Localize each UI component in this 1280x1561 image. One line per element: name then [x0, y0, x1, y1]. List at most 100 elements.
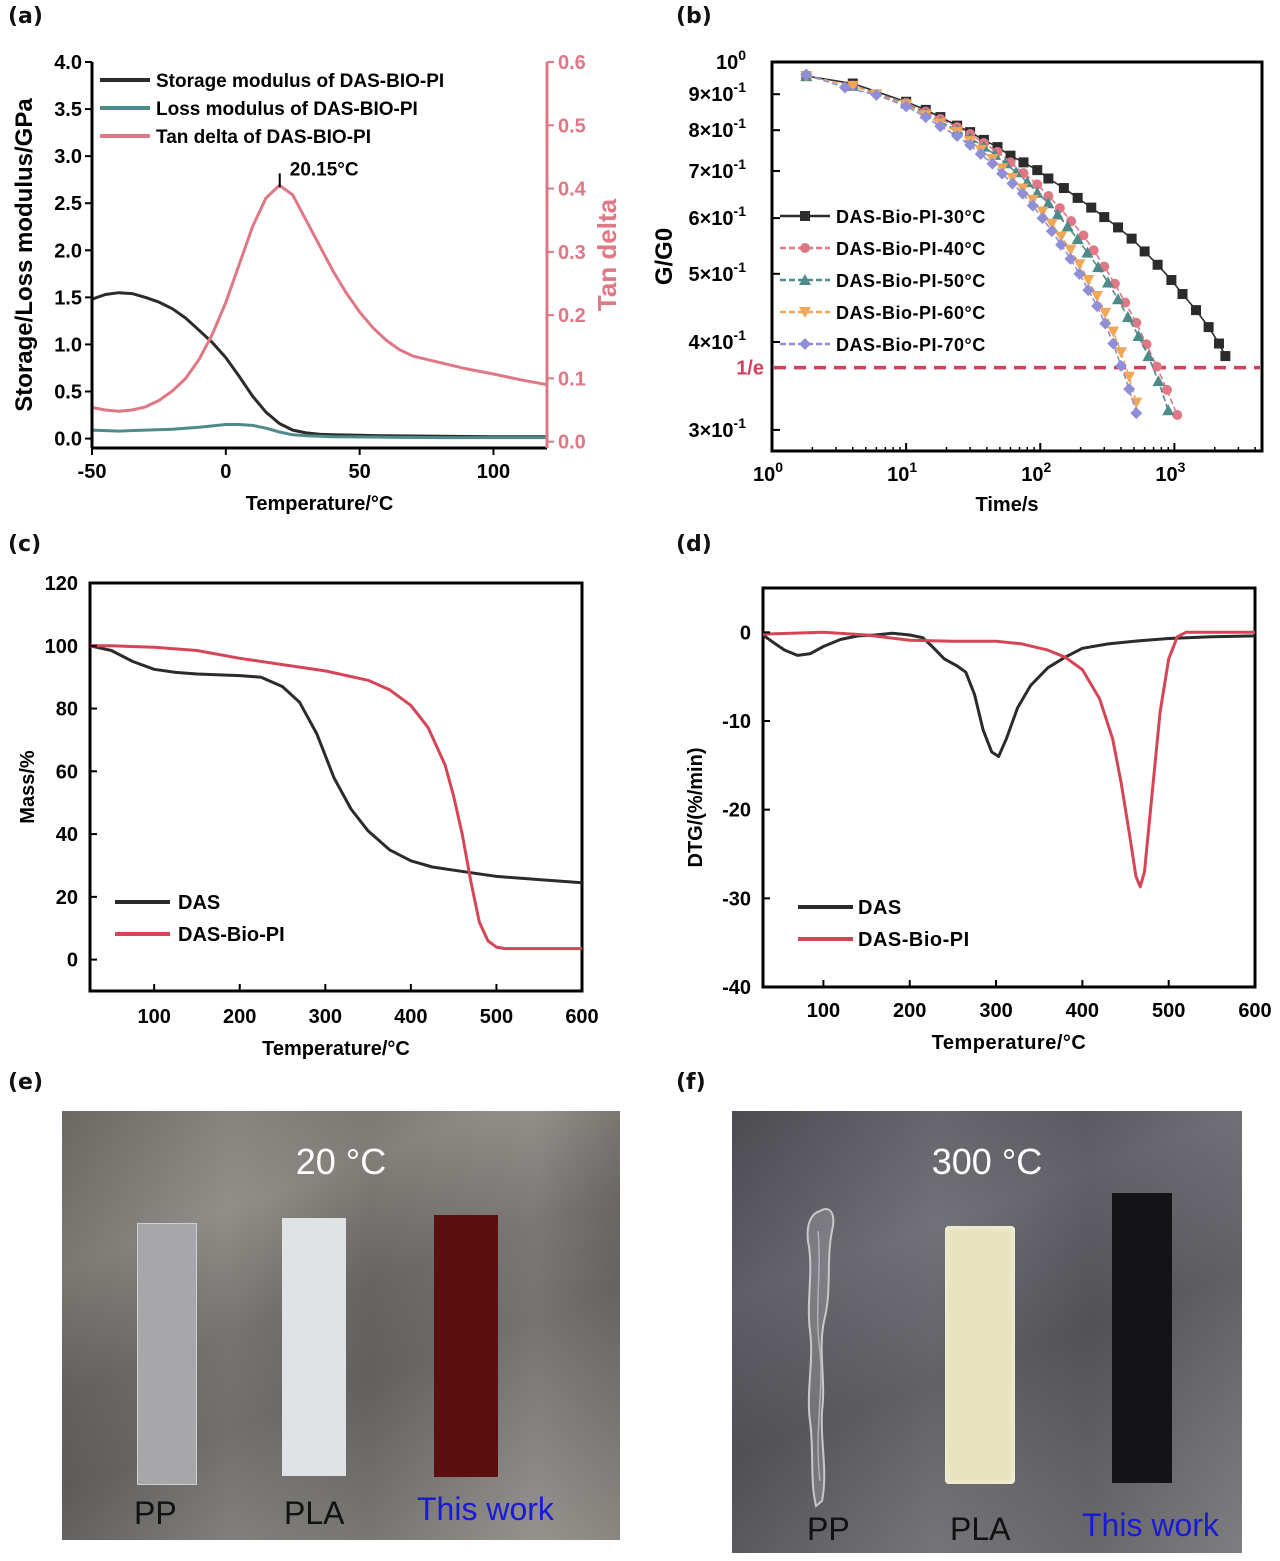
marker-diamond: [1055, 238, 1068, 251]
y2-tick-label: 0.1: [558, 368, 586, 390]
y2-tick-label: 0.3: [558, 242, 586, 264]
marker-diamond: [1123, 382, 1136, 395]
marker-diamond: [1107, 337, 1120, 350]
sample-strip-this-work: [434, 1215, 498, 1477]
marker-square: [1213, 338, 1224, 349]
sample-strip-this-work: [1112, 1193, 1172, 1483]
y2-axis-title: Tan delta: [592, 198, 622, 311]
marker-diamond: [870, 88, 883, 101]
y-tick-label: 9×10-1: [688, 79, 746, 106]
marker-triangle-down: [1091, 290, 1104, 302]
panel-label-b: (b): [676, 4, 712, 29]
sample-melted-pp: [806, 1208, 835, 1508]
marker-square: [1086, 202, 1097, 213]
x-tick-label: 300: [309, 1006, 342, 1028]
y-tick-label: 1.0: [54, 334, 82, 356]
marker-triangle-up: [1112, 293, 1125, 305]
series-line-1: [91, 291, 547, 439]
marker-square: [1139, 246, 1150, 257]
peak-annotation: 20.15°C: [290, 159, 359, 180]
x-tick-label: 101: [887, 459, 917, 486]
marker-triangle-up: [1132, 329, 1145, 341]
marker-diamond: [1006, 177, 1019, 190]
y-tick-label: 100: [716, 47, 746, 74]
marker-diamond: [964, 139, 977, 152]
plot-frame: [88, 581, 584, 993]
marker-diamond: [1115, 359, 1128, 372]
marker-triangle-down: [1064, 244, 1077, 256]
y-tick-label: 3.0: [54, 146, 82, 168]
x-axis-title: Temperature/°C: [246, 493, 394, 515]
marker-diamond: [1036, 212, 1049, 225]
chart-stress-relaxation: 1/e 100 101 102 103 100 9×10-1 8×10-1 7×10-1 6×10…: [651, 47, 1264, 516]
sample-strip-pla: [282, 1218, 346, 1476]
marker-square: [1152, 259, 1163, 270]
marker-diamond: [1099, 317, 1112, 330]
y-axis-title: G/G0: [651, 228, 678, 285]
marker-circle: [1043, 191, 1054, 202]
temperature-label: 300 °C: [931, 1141, 1043, 1182]
marker-triangle-down: [1082, 274, 1095, 286]
x-tick-label: 500: [480, 1006, 513, 1028]
y-tick-label: 120: [45, 573, 78, 595]
marker-square: [1043, 173, 1054, 184]
marker-diamond: [838, 81, 851, 94]
marker-triangle-down: [1036, 206, 1049, 218]
chart-dma: -50 0 50 100 0.0 0.5 1.0 1.5 2.0 2.5 3.0 3.5 4.0 0.0 0…: [11, 52, 622, 515]
marker-circle: [1151, 361, 1162, 372]
legend-label: DAS-Bio-PI-70°C: [836, 335, 986, 355]
marker-diamond: [800, 68, 813, 81]
x-axis-title: Temperature/°C: [262, 1038, 410, 1060]
y-axis-title: DTG/(%/min): [685, 748, 707, 868]
x-axis-title: Time/s: [976, 494, 1039, 516]
legend-label: DAS: [858, 897, 902, 919]
y-tick-label: 2.0: [54, 240, 82, 262]
marker-triangle-up: [1092, 261, 1105, 273]
marker-circle: [1032, 179, 1043, 190]
temperature-label: 20 °C: [295, 1141, 387, 1182]
y-tick-label: 0.0: [54, 429, 82, 451]
legend-label: DAS-Bio-PI-60°C: [836, 303, 986, 323]
chart-tga: 100 200 300 400 500 600 0 20 40 60 80 100 120 Tempera…: [17, 573, 599, 1060]
sample-label-pp: PP: [807, 1511, 850, 1547]
y-tick-label: -40: [722, 977, 751, 999]
marker-diamond: [1064, 252, 1077, 265]
marker-triangle-down: [799, 307, 811, 318]
series-line-1: [89, 644, 583, 885]
x-tick-label: 102: [1021, 459, 1051, 486]
marker-diamond: [799, 338, 811, 350]
marker-diamond: [1073, 267, 1086, 280]
y-tick-label: 60: [56, 761, 78, 783]
y-tick-label: 5×10-1: [688, 259, 746, 286]
marker-triangle-down: [1073, 259, 1086, 271]
y-tick-label: 2.5: [54, 193, 82, 215]
x-tick-label: 200: [223, 1006, 256, 1028]
photo-300c: 300 °C PP PLA This work: [732, 1111, 1242, 1553]
y-tick-label: 20: [56, 887, 78, 909]
panel-label-d: (d): [676, 532, 712, 557]
y-tick-label: 80: [56, 699, 78, 721]
sample-label-pla: PLA: [284, 1495, 345, 1531]
marker-circle: [1172, 410, 1183, 421]
marker-diamond: [1016, 187, 1029, 200]
y-tick-label: 6×10-1: [688, 203, 746, 230]
y-axis-title: Mass/%: [17, 750, 39, 824]
sample-label-this-work: This work: [417, 1491, 554, 1527]
marker-square: [1220, 351, 1231, 362]
y2-tick-label: 0.6: [558, 52, 586, 74]
y-tick-label: -10: [722, 711, 751, 733]
y-tick-label: 8×10-1: [688, 115, 746, 142]
marker-triangle-up: [1102, 276, 1115, 288]
panel-label-f: (f): [676, 1070, 706, 1095]
legend-label: Loss modulus of DAS-BIO-PI: [156, 99, 418, 120]
series-line-2: [91, 423, 547, 440]
sample-strip-pla: [945, 1226, 1015, 1484]
legend-label: DAS-Bio-PI-30°C: [836, 207, 986, 227]
marker-triangle-up: [1162, 404, 1175, 416]
x-tick-label: 100: [807, 1000, 840, 1022]
legend-label: DAS-Bio-PI: [858, 929, 970, 951]
marker-diamond: [974, 148, 987, 161]
marker-square: [1032, 165, 1043, 176]
marker-square: [1072, 192, 1083, 203]
marker-square: [1005, 150, 1016, 161]
